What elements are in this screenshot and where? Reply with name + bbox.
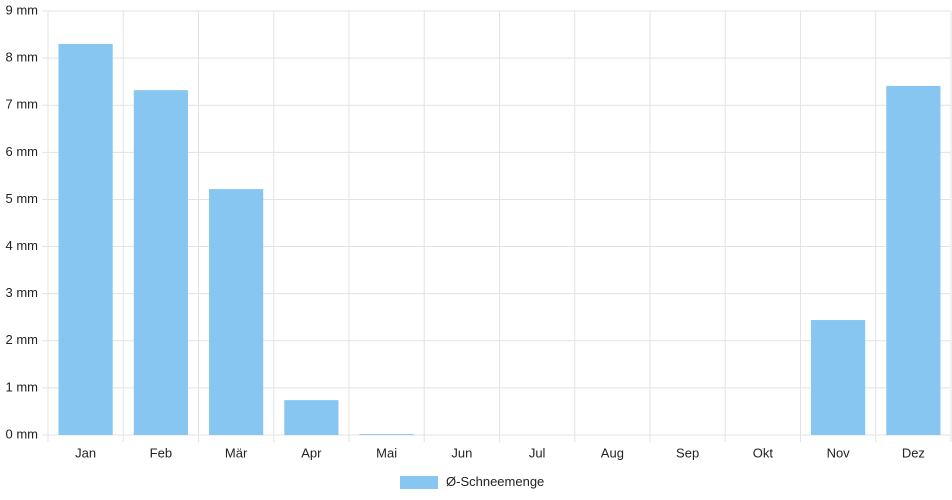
y-tick-label: 3 mm	[6, 285, 39, 300]
x-tick-label: Aug	[601, 445, 624, 460]
bar	[359, 434, 414, 435]
y-tick-label: 4 mm	[6, 238, 39, 253]
bar	[58, 43, 113, 435]
bar	[284, 400, 339, 435]
y-tick-label: 1 mm	[6, 379, 39, 394]
x-tick-label: Feb	[150, 445, 172, 460]
x-tick-label: Apr	[301, 445, 322, 460]
x-tick-label: Jun	[451, 445, 472, 460]
x-tick-label: Jan	[75, 445, 96, 460]
x-tick-label: Sep	[676, 445, 699, 460]
bar	[209, 189, 264, 435]
x-tick-label: Mär	[225, 445, 248, 460]
x-tick-label: Okt	[753, 445, 774, 460]
bar	[811, 320, 866, 435]
y-tick-label: 6 mm	[6, 144, 39, 159]
y-tick-label: 0 mm	[6, 426, 39, 441]
legend-swatch	[400, 476, 438, 489]
y-tick-label: 7 mm	[6, 97, 39, 112]
y-tick-label: 8 mm	[6, 50, 39, 65]
y-tick-label: 5 mm	[6, 191, 39, 206]
legend-label: Ø-Schneemenge	[446, 474, 544, 489]
x-tick-label: Mai	[376, 445, 397, 460]
y-tick-label: 2 mm	[6, 332, 39, 347]
x-tick-label: Dez	[902, 445, 925, 460]
y-tick-label: 9 mm	[6, 2, 39, 17]
x-tick-label: Jul	[529, 445, 546, 460]
bar	[133, 90, 188, 435]
x-tick-label: Nov	[827, 445, 851, 460]
bar	[886, 85, 941, 435]
